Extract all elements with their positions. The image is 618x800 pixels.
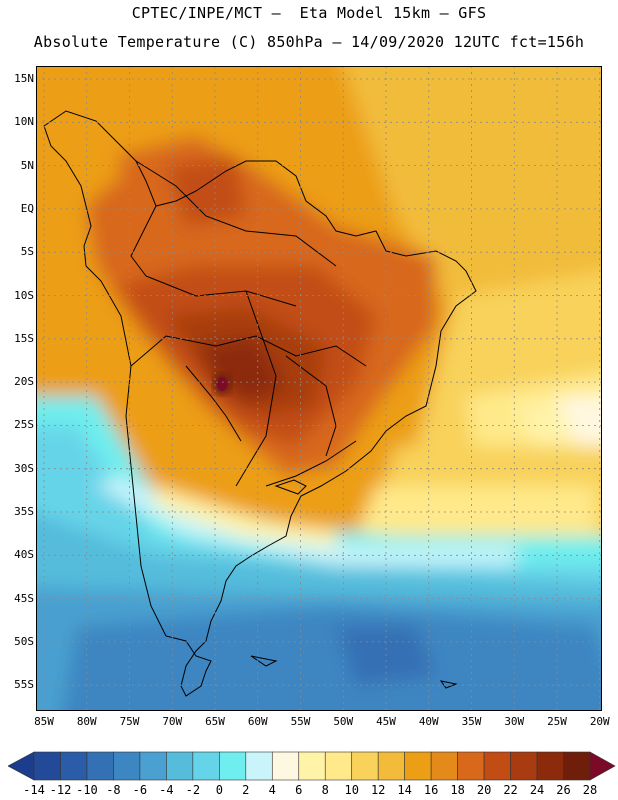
lon-label: 55W (290, 715, 311, 728)
colorbar-segment (113, 751, 141, 781)
title-line-2: Absolute Temperature (C) 850hPa – 14/09/… (33, 33, 585, 51)
lat-label: 5N (20, 158, 34, 172)
lat-label: 20S (14, 375, 34, 389)
colorbar-tick-label: 4 (268, 783, 276, 797)
colorbar-segment (351, 751, 379, 781)
lat-label: 25S (14, 418, 34, 432)
colorbar-segment (86, 751, 114, 781)
colorbar-segment (536, 751, 564, 781)
lon-label: 50W (333, 715, 354, 728)
colorbar-segment (60, 751, 88, 781)
colorbar-tick-label: 2 (242, 783, 250, 797)
colorbar-tick-label: -4 (159, 783, 174, 797)
lon-label: 60W (247, 715, 268, 728)
colorbar-tick-label: 12 (370, 783, 386, 797)
colorbar-segment (192, 751, 220, 781)
colorbar-tick-label: 28 (582, 783, 598, 797)
colorbar-segment (166, 751, 194, 781)
lat-label: 45S (14, 591, 34, 605)
coastlines (43, 110, 477, 697)
max-temp-spot (217, 377, 227, 391)
lat-label: EQ (20, 201, 34, 215)
lat-label: 5S (20, 245, 34, 259)
temperature-map (36, 66, 602, 711)
colorbar-segment (510, 751, 538, 781)
colorbar-segment (219, 751, 247, 781)
title-line-1: CPTEC/INPE/MCT – Eta Model 15km – GFS (131, 4, 487, 22)
lat-label: 50S (14, 634, 34, 648)
temperature-field (36, 66, 602, 711)
lon-label: 75W (119, 715, 140, 728)
colorbar-segment (563, 751, 591, 781)
colorbar-segment (139, 751, 167, 781)
colorbar-tick-label: -2 (185, 783, 201, 797)
lon-label: 70W (162, 715, 183, 728)
lon-label: 65W (205, 715, 225, 728)
colorbar-tick-label: 0 (215, 783, 223, 797)
lon-label: 80W (76, 715, 97, 728)
colorbar-tick-label: 8 (321, 783, 329, 797)
colorbar-segment (377, 751, 405, 781)
lat-label: 10N (14, 115, 34, 129)
colorbar-segment (324, 751, 353, 781)
lon-label: 35W (461, 715, 482, 728)
colorbar-min-arrow (8, 751, 35, 781)
lon-label: 85W (34, 715, 54, 728)
lat-label: 15N (14, 72, 34, 85)
lat-label: 15S (14, 331, 34, 345)
lat-label: 40S (14, 548, 34, 562)
colorbar-tick-label: 24 (529, 783, 545, 797)
colorbar-segment (457, 751, 485, 781)
lon-label: 25W (547, 715, 567, 728)
colorbar-tick-label: 16 (423, 783, 439, 797)
lon-label: 30W (504, 715, 525, 728)
map-frame (36, 66, 602, 711)
graticule (36, 66, 602, 711)
colorbar-tick-label: 10 (344, 783, 359, 797)
colorbar-tick-label: 14 (397, 783, 412, 797)
colorbar-tick-label: 20 (476, 783, 492, 797)
colorbar-tick-label: -6 (132, 783, 148, 797)
colorbar-segment (245, 751, 273, 781)
lon-label: 45W (376, 715, 396, 728)
colorbar-segment (33, 751, 61, 781)
lon-label: 40W (418, 715, 439, 728)
colorbar-tick-label: -12 (49, 783, 72, 797)
colorbar-segment (298, 751, 326, 781)
lat-label: 30S (14, 461, 34, 475)
colorbar-tick-label: 18 (450, 783, 465, 797)
colorbar-segment (430, 751, 458, 781)
colorbar-max-arrow (589, 751, 616, 781)
colorbar-segment (271, 751, 300, 781)
colorbar-tick-label: 6 (295, 783, 303, 797)
colorbar-segment (483, 751, 511, 781)
lon-label: 20W (589, 715, 610, 728)
colorbar (8, 751, 616, 781)
colorbar-tick-label: -8 (106, 783, 121, 797)
colorbar-tick-label: 22 (503, 783, 518, 797)
lat-label: 35S (14, 505, 34, 518)
colorbar-segment (404, 751, 432, 781)
lat-label: 10S (14, 288, 34, 302)
colorbar-tick-label: 26 (556, 783, 571, 797)
map-canvas (36, 66, 602, 711)
lat-label: 55S (14, 678, 34, 692)
colorbar-tick-label: -14 (23, 783, 45, 797)
colorbar-tick-label: -10 (76, 783, 98, 797)
